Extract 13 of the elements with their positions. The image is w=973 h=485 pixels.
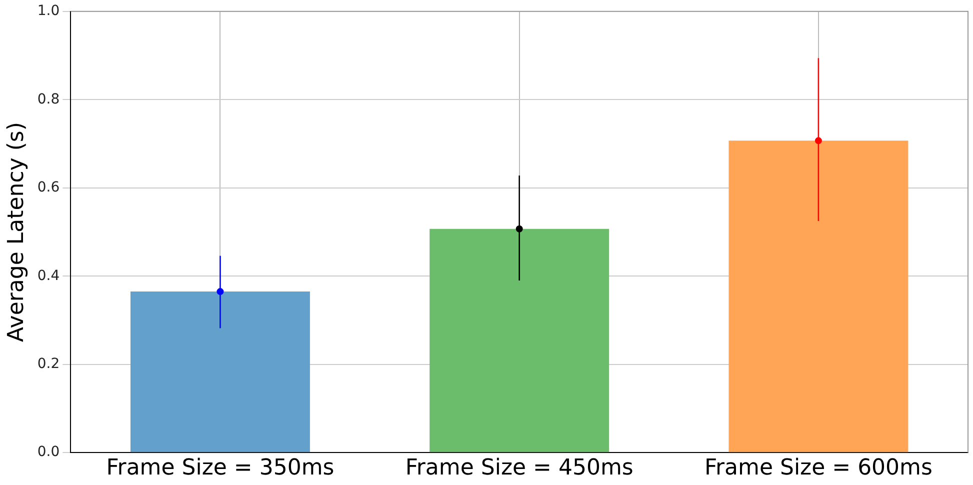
bar [130,292,310,452]
y-tick-label: 0.2 [37,356,60,372]
y-axis-title: Average Latency (s) [4,122,29,342]
bar [430,228,610,452]
y-tick-label: 0.0 [37,444,60,460]
x-tick-label: Frame Size = 600ms [704,456,932,481]
y-tick-label: 1.0 [37,3,60,20]
y-tick-label: 0.6 [37,180,60,196]
y-tick-label: 0.8 [37,91,60,108]
y-tick-label: 0.4 [37,268,60,284]
x-tick-label: Frame Size = 350ms [106,456,334,481]
bar [728,140,908,452]
x-tick-label: Frame Size = 450ms [405,456,634,481]
